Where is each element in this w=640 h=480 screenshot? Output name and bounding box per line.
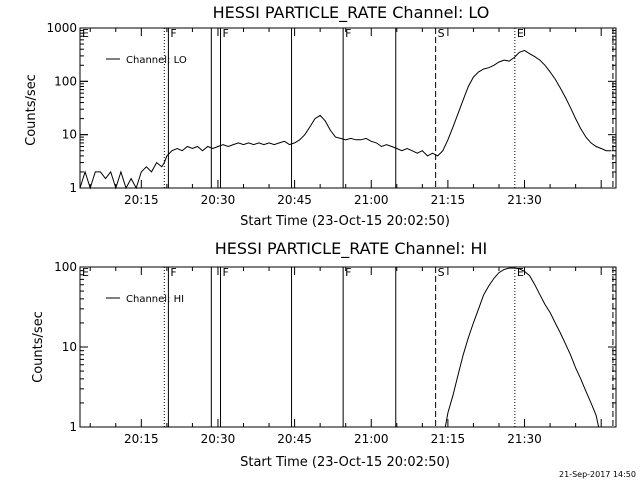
x-tick-label: 20:15	[124, 432, 159, 446]
event-marker-label: S	[438, 266, 445, 279]
plot-frame	[79, 266, 617, 428]
x-tick-label: 21:00	[354, 432, 389, 446]
y-tick-label: 100	[54, 260, 77, 274]
legend: Channel: LO	[106, 55, 187, 66]
x-tick-label: 20:30	[201, 193, 236, 207]
y-tick-label: 1	[69, 181, 77, 195]
y-axis-title: Counts/sec	[24, 74, 39, 146]
x-tick-label: 20:45	[277, 193, 312, 207]
event-marker-label: E	[517, 266, 524, 279]
panel-lo-channel: HESSI PARTICLE_RATE Channel: LO 1 10 100 10…	[24, 3, 617, 229]
series-line	[444, 267, 600, 428]
x-tick-label: 21:15	[431, 432, 466, 446]
panel-hi-channel: HESSI PARTICLE_RATE Channel: HI 1 10 100 C…	[31, 239, 617, 470]
event-marker-label: S	[438, 27, 445, 40]
legend-label: Channel: LO	[126, 55, 187, 66]
event-marker-label: F	[170, 266, 176, 279]
y-tick-label: 10	[62, 340, 77, 354]
event-marker-label: E	[82, 266, 89, 279]
x-tick-label: 21:15	[431, 193, 466, 207]
y-axis-title: Counts/sec	[31, 311, 46, 383]
y-tick-label: 10	[62, 128, 77, 142]
y-tick-label: 100	[54, 74, 77, 88]
y-tick-label: 1	[69, 420, 77, 434]
event-marker-label: F	[223, 266, 229, 279]
event-marker-label: F	[345, 27, 351, 40]
x-tick-label: 20:45	[277, 432, 312, 446]
x-axis-title: Start Time (23-Oct-15 20:02:50)	[240, 214, 450, 229]
event-marker-label: F	[223, 27, 229, 40]
legend: Channel: HI	[106, 294, 184, 305]
legend-label: Channel: HI	[126, 294, 184, 305]
x-tick-label: 21:30	[507, 432, 542, 446]
series-line	[79, 49, 612, 190]
x-tick-label: 20:30	[201, 432, 236, 446]
plot-frame	[79, 27, 617, 189]
x-tick-label: 21:30	[507, 193, 542, 207]
event-marker-label: F	[170, 27, 176, 40]
x-tick-label: 20:15	[124, 193, 159, 207]
event-marker-label: E	[517, 27, 524, 40]
y-tick-label: 1000	[46, 21, 77, 35]
x-tick-label: 21:00	[354, 193, 389, 207]
panel-title: HESSI PARTICLE_RATE Channel: HI	[215, 239, 488, 259]
event-marker-label: E	[82, 27, 89, 40]
event-marker-label: F	[345, 266, 351, 279]
generation-timestamp: 21-Sep-2017 14:50	[559, 470, 636, 479]
x-axis-title: Start Time (23-Oct-15 20:02:50)	[240, 455, 450, 470]
panel-title: HESSI PARTICLE_RATE Channel: LO	[213, 3, 490, 23]
